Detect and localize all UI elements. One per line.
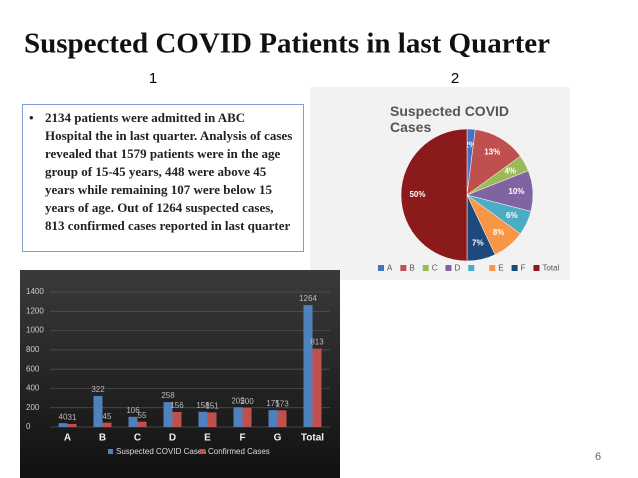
data-label: 40 xyxy=(59,412,68,421)
pie-slice xyxy=(400,128,468,262)
legend-label: Confirmed Cases xyxy=(208,447,270,456)
data-label: 4% xyxy=(505,166,517,175)
legend-swatch xyxy=(445,265,452,271)
bar xyxy=(137,421,147,427)
legend-label: B xyxy=(409,264,414,273)
data-label: 2% xyxy=(464,141,476,150)
bar xyxy=(303,305,313,427)
chart-title: Suspected COVID Cases xyxy=(390,103,509,135)
data-label: 175 xyxy=(266,399,280,408)
legend-swatch xyxy=(489,265,496,271)
bar xyxy=(93,395,103,427)
y-tick-label: 1400 xyxy=(26,287,44,296)
legend-swatch xyxy=(533,265,540,271)
y-tick-label: 0 xyxy=(26,422,31,431)
bar xyxy=(128,416,138,427)
data-label: 1264 xyxy=(299,294,317,303)
x-tick-label: E xyxy=(204,433,211,444)
legend-swatch xyxy=(422,265,429,271)
x-tick-label: G xyxy=(274,433,282,444)
legend-label: F xyxy=(521,264,526,273)
bar xyxy=(312,348,322,427)
x-tick-label: Total xyxy=(301,433,324,444)
bar xyxy=(233,407,243,427)
x-tick-label: C xyxy=(134,433,141,444)
bar xyxy=(242,407,252,427)
legend-swatch xyxy=(468,265,475,271)
legend-label: C xyxy=(432,264,438,273)
data-label: 55 xyxy=(138,411,147,420)
data-label: 156 xyxy=(170,401,184,410)
data-label: 10% xyxy=(508,187,524,196)
legend-swatch xyxy=(200,449,205,454)
legend-swatch xyxy=(108,449,113,454)
x-tick-label: A xyxy=(64,433,71,444)
bar xyxy=(172,411,182,427)
data-label: 158 xyxy=(196,401,210,410)
y-tick-label: 1200 xyxy=(26,306,44,315)
data-label: 13% xyxy=(484,148,500,157)
bar xyxy=(102,422,112,427)
legend-label: A xyxy=(387,264,393,273)
label: 2 xyxy=(451,70,459,87)
data-label: 106 xyxy=(126,406,140,415)
bar xyxy=(207,412,217,427)
page-number: 6 xyxy=(595,451,601,463)
data-label: 8% xyxy=(493,228,505,237)
data-label: 50% xyxy=(409,190,425,199)
bar xyxy=(67,424,77,427)
data-label: 205 xyxy=(231,396,245,405)
label: 1 xyxy=(149,70,157,87)
data-label: 7% xyxy=(472,238,484,247)
bar xyxy=(163,402,173,427)
data-label: 200 xyxy=(240,397,254,406)
data-label: 31 xyxy=(68,413,77,422)
bar xyxy=(268,410,278,427)
y-tick-label: 800 xyxy=(26,345,40,354)
slide-title: Suspected COVID Patients in last Quarter xyxy=(24,28,550,60)
data-label: 258 xyxy=(161,391,175,400)
bullet-text: 2134 patients were admitted in ABC Hospi… xyxy=(22,104,304,252)
data-label: 151 xyxy=(205,402,219,411)
data-label: 6% xyxy=(506,211,518,220)
legend-swatch xyxy=(378,265,384,271)
legend-label: D xyxy=(454,264,460,273)
bar xyxy=(58,423,68,427)
y-tick-label: 200 xyxy=(26,403,40,412)
x-tick-label: B xyxy=(99,433,106,444)
data-label: 45 xyxy=(103,412,112,421)
legend-label: Total xyxy=(542,264,559,273)
legend-swatch xyxy=(400,265,407,271)
legend-swatch xyxy=(511,265,518,271)
legend-label: E xyxy=(498,264,503,273)
data-label: 173 xyxy=(275,399,289,408)
x-tick-label: D xyxy=(169,433,176,444)
y-tick-label: 400 xyxy=(26,384,40,393)
x-tick-label: F xyxy=(239,433,245,444)
data-label: 322 xyxy=(91,385,105,394)
legend-label: Suspected COVID Cases xyxy=(116,447,206,456)
y-tick-label: 600 xyxy=(26,364,40,373)
data-label: 813 xyxy=(310,338,324,347)
bar xyxy=(277,410,287,427)
bar-chart-area xyxy=(20,270,340,478)
y-tick-label: 1000 xyxy=(26,326,44,335)
bar xyxy=(198,411,208,427)
